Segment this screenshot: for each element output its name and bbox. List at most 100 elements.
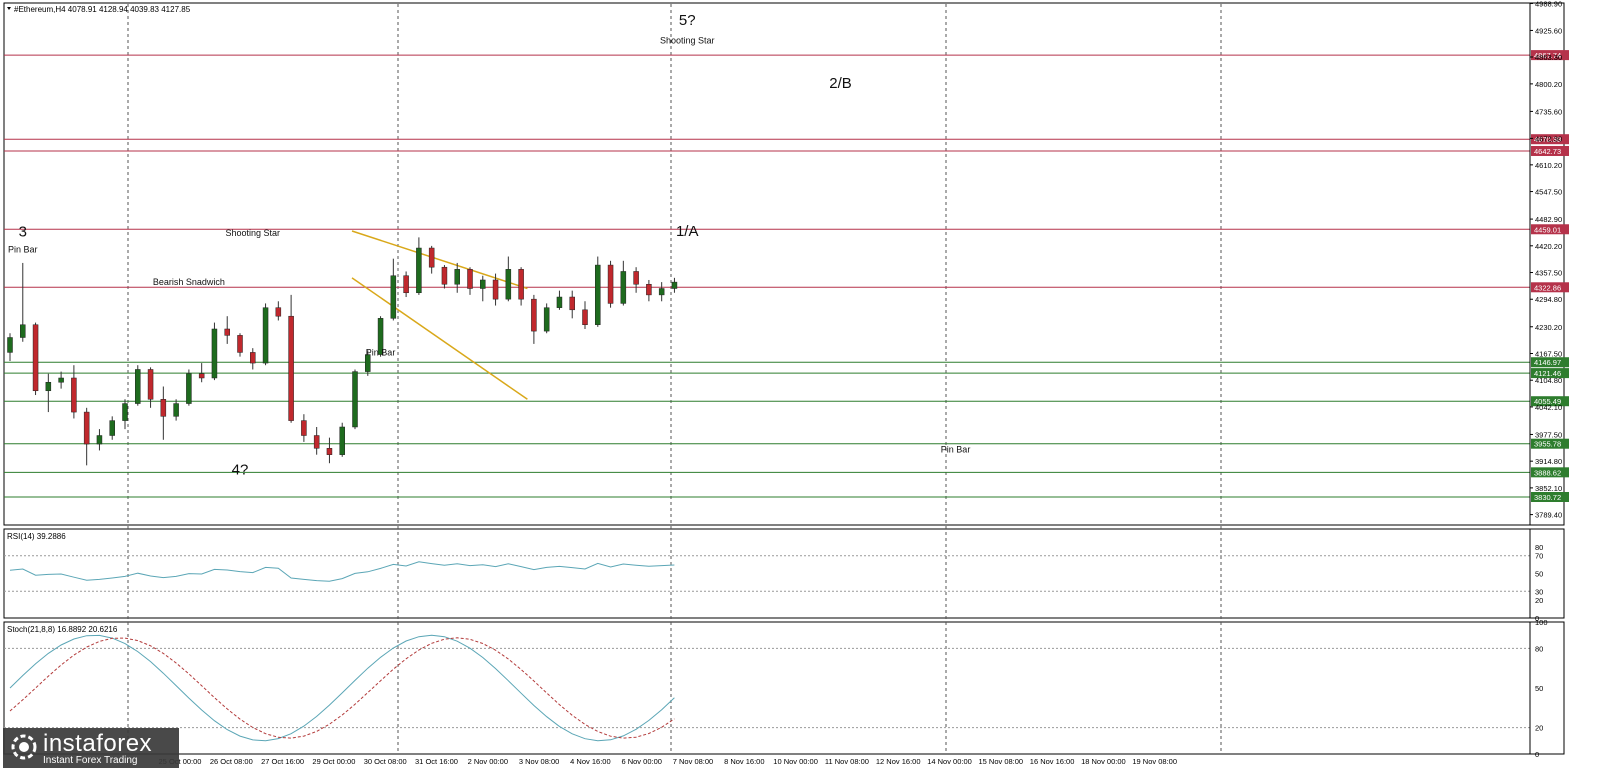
annotation-text: Pin Bar (941, 445, 971, 455)
annotations: 3 Pin Bar Bearish Snadwich 4? Shooting Star P… (8, 12, 970, 479)
falling-channel (351, 230, 528, 400)
price-tick-label: 4863.30 (1535, 53, 1562, 62)
annotation-text: 5? (679, 12, 696, 29)
rsi-line (9, 561, 675, 582)
bull-candle (186, 373, 192, 404)
bear-candle (531, 298, 537, 332)
bear-candle (224, 328, 230, 336)
bear-candle (582, 309, 588, 325)
bear-candle (326, 448, 333, 455)
time-tick-label: 8 Nov 16:00 (724, 757, 764, 766)
time-tick-label: 12 Nov 16:00 (876, 757, 921, 766)
price-tick-label: 4104.80 (1535, 376, 1562, 385)
bear-candle (403, 275, 409, 294)
stoch-panel[interactable] (3, 621, 1565, 755)
bull-candle (377, 318, 384, 355)
bull-candle (58, 377, 64, 383)
bear-candle (428, 247, 435, 268)
bear-candle (518, 269, 524, 300)
channel-line (351, 277, 528, 400)
annotation-text: Pin Bar (366, 347, 396, 357)
rsi-tick-label: 80 (1535, 543, 1543, 552)
annotation-text: 1/A (676, 223, 699, 240)
time-tick-label: 18 Nov 00:00 (1081, 757, 1126, 766)
level-label: 4459.01 (1534, 225, 1561, 234)
rsi-panel[interactable] (3, 528, 1565, 619)
bull-candle (454, 269, 460, 285)
bear-candle (160, 399, 167, 417)
stoch-signal-line (9, 637, 675, 739)
price-tick-label: 4925.60 (1535, 26, 1562, 35)
time-tick-label: 31 Oct 16:00 (415, 757, 458, 766)
header-arrow-icon[interactable] (7, 7, 11, 10)
bear-candle (301, 420, 307, 436)
time-tick-label: 29 Oct 00:00 (312, 757, 355, 766)
price-tick-label: 3914.80 (1535, 457, 1562, 466)
level-tag (1531, 438, 1569, 449)
rsi-tick-label: 70 (1535, 552, 1543, 561)
level-label: 4055.49 (1534, 397, 1561, 406)
instaforex-logo: instaforex Instant Forex Trading (3, 728, 179, 768)
bull-candle (45, 381, 52, 392)
bull-candle (620, 271, 627, 304)
bull-candle (352, 371, 358, 428)
bull-candle (7, 337, 13, 353)
level-label: 3830.72 (1534, 493, 1561, 502)
bull-candle (595, 264, 601, 325)
time-tick-label: 16 Nov 16:00 (1030, 757, 1075, 766)
bull-candle (556, 296, 563, 308)
price-tick-label: 4042.10 (1535, 403, 1562, 412)
price-tick-label: 4230.20 (1535, 323, 1562, 332)
price-tick-label: 4167.50 (1535, 349, 1562, 358)
time-tick-label: 4 Nov 16:00 (570, 757, 610, 766)
price-axis: 4988.90 4925.60 4863.30 4800.20 4735.60 4672.… (1529, 0, 1562, 525)
stoch-tick-label: 0 (1535, 750, 1539, 759)
time-tick-label: 15 Nov 08:00 (978, 757, 1023, 766)
level-tag (1531, 145, 1569, 156)
rsi-tick-label: 30 (1535, 587, 1543, 596)
main-panel[interactable] (3, 2, 1565, 526)
bull-candle (135, 369, 141, 404)
bull-candle (122, 403, 128, 421)
bear-candle (607, 264, 614, 304)
bear-candle (237, 335, 243, 353)
level-label: 4867.74 (1534, 51, 1561, 60)
level-label: 4146.97 (1534, 358, 1561, 367)
rsi-header: RSI(14) 39.2886 (7, 532, 66, 541)
annotation-text: Bearish Snadwich (153, 277, 225, 287)
stochastic-indicator: 100 80 50 20 0 (4, 618, 1548, 759)
level-tag (1531, 467, 1569, 478)
stoch-tick-label: 50 (1535, 684, 1543, 693)
price-tick-label: 3852.10 (1535, 484, 1562, 493)
bear-candle (646, 283, 652, 296)
bull-candle (109, 420, 115, 436)
time-tick-label: 25 Oct 00:00 (159, 757, 202, 766)
level-label: 4121.46 (1534, 369, 1561, 378)
bear-candle (32, 324, 39, 392)
level-tag (1531, 396, 1569, 407)
stoch-tick-label: 20 (1535, 724, 1543, 733)
bull-candle (543, 307, 550, 332)
annotation-text: 3 (19, 224, 27, 241)
annotation-text: Pin Bar (8, 244, 38, 254)
logo-tagline: Instant Forex Trading (43, 755, 138, 766)
level-label: 3888.62 (1534, 468, 1561, 477)
annotation-text: Shooting Star (226, 228, 281, 238)
candlesticks (7, 237, 678, 466)
time-tick-label: 26 Oct 08:00 (210, 757, 253, 766)
bear-candle (441, 266, 448, 285)
level-tag (1531, 50, 1569, 61)
annotation-text: 2/B (829, 75, 852, 92)
time-tick-label: 30 Oct 08:00 (364, 757, 407, 766)
level-tag (1531, 282, 1569, 293)
logo-gear-icon (11, 734, 37, 760)
price-tick-label: 4988.90 (1535, 0, 1562, 8)
stoch-header: Stoch(21,8,8) 16.8892 20.6216 (7, 625, 118, 634)
time-tick-label: 11 Nov 08:00 (825, 757, 869, 766)
price-tick-label: 4610.20 (1535, 161, 1562, 170)
bull-candle (658, 288, 665, 296)
level-label: 4670.38 (1534, 135, 1561, 144)
level-label: 4322.86 (1534, 283, 1561, 292)
